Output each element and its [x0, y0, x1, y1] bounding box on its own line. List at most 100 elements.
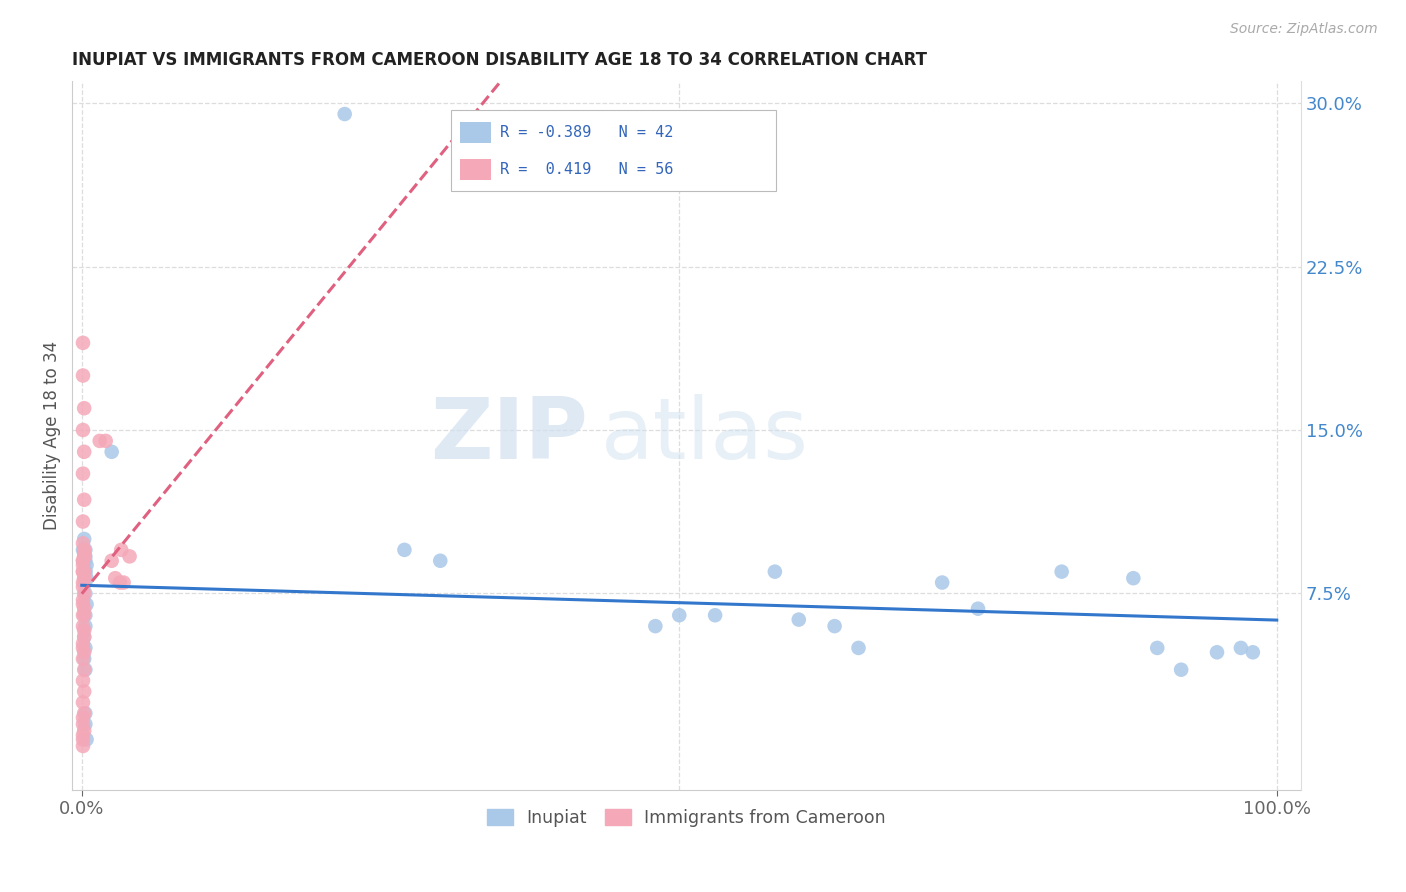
Point	[75, 586, 97, 600]
Point	[644, 619, 666, 633]
Point	[73, 684, 96, 698]
Point	[429, 554, 451, 568]
Point	[333, 107, 356, 121]
Text: INUPIAT VS IMMIGRANTS FROM CAMEROON DISABILITY AGE 18 TO 34 CORRELATION CHART: INUPIAT VS IMMIGRANTS FROM CAMEROON DISA…	[72, 51, 927, 69]
Bar	[450, 110, 776, 191]
Point	[72, 732, 94, 747]
Point	[787, 613, 810, 627]
Point	[72, 593, 94, 607]
Point	[73, 549, 96, 564]
Point	[75, 608, 97, 623]
Point	[75, 663, 97, 677]
Point	[73, 624, 96, 638]
Point	[75, 619, 97, 633]
Text: R =  0.419   N = 56: R = 0.419 N = 56	[499, 162, 673, 178]
Point	[1241, 645, 1264, 659]
Point	[1050, 565, 1073, 579]
Point	[104, 571, 127, 585]
Point	[75, 706, 97, 721]
Point	[73, 565, 96, 579]
Point	[72, 575, 94, 590]
Point	[73, 547, 96, 561]
Text: R = -0.389   N = 42: R = -0.389 N = 42	[499, 125, 673, 140]
Text: atlas: atlas	[600, 394, 808, 477]
Point	[1230, 640, 1253, 655]
Point	[73, 549, 96, 564]
Point	[72, 608, 94, 623]
Point	[100, 554, 122, 568]
Point	[73, 571, 96, 585]
Point	[72, 695, 94, 709]
Bar	[460, 121, 491, 143]
Point	[72, 565, 94, 579]
Text: Source: ZipAtlas.com: Source: ZipAtlas.com	[1230, 22, 1378, 37]
Point	[72, 717, 94, 731]
Point	[394, 542, 416, 557]
Point	[72, 558, 94, 573]
Point	[1146, 640, 1168, 655]
Point	[1170, 663, 1192, 677]
Point	[73, 652, 96, 666]
Point	[75, 554, 97, 568]
Point	[72, 515, 94, 529]
Point	[73, 542, 96, 557]
Point	[73, 492, 96, 507]
Point	[94, 434, 117, 448]
Point	[72, 554, 94, 568]
Point	[75, 542, 97, 557]
Point	[72, 673, 94, 688]
Point	[72, 542, 94, 557]
Point	[72, 711, 94, 725]
Point	[73, 532, 96, 546]
Point	[75, 640, 97, 655]
Point	[75, 575, 97, 590]
Point	[89, 434, 111, 448]
Point	[72, 565, 94, 579]
Legend: Inupiat, Immigrants from Cameroon: Inupiat, Immigrants from Cameroon	[479, 802, 893, 834]
Point	[73, 401, 96, 416]
Point	[112, 575, 135, 590]
Point	[72, 580, 94, 594]
Point	[848, 640, 870, 655]
Point	[72, 536, 94, 550]
Point	[704, 608, 727, 623]
Point	[824, 619, 846, 633]
Point	[76, 571, 98, 585]
Point	[1206, 645, 1229, 659]
Point	[76, 732, 98, 747]
Point	[76, 558, 98, 573]
Text: ZIP: ZIP	[430, 394, 588, 477]
Point	[76, 598, 98, 612]
Point	[1122, 571, 1144, 585]
Point	[967, 601, 990, 615]
Point	[73, 586, 96, 600]
Point	[100, 445, 122, 459]
Point	[108, 575, 131, 590]
Point	[72, 739, 94, 753]
Point	[73, 663, 96, 677]
Point	[73, 571, 96, 585]
Point	[73, 542, 96, 557]
Point	[72, 652, 94, 666]
Point	[73, 608, 96, 623]
Point	[72, 728, 94, 742]
Point	[118, 549, 141, 564]
Point	[763, 565, 786, 579]
Point	[72, 619, 94, 633]
Point	[72, 598, 94, 612]
Point	[75, 565, 97, 579]
Point	[73, 601, 96, 615]
Point	[75, 549, 97, 564]
Point	[73, 645, 96, 659]
Point	[73, 554, 96, 568]
Point	[72, 636, 94, 650]
Point	[72, 640, 94, 655]
Bar	[460, 160, 491, 180]
Point	[72, 335, 94, 350]
Point	[73, 630, 96, 644]
Point	[72, 554, 94, 568]
Point	[110, 542, 132, 557]
Point	[72, 467, 94, 481]
Point	[931, 575, 953, 590]
Point	[668, 608, 690, 623]
